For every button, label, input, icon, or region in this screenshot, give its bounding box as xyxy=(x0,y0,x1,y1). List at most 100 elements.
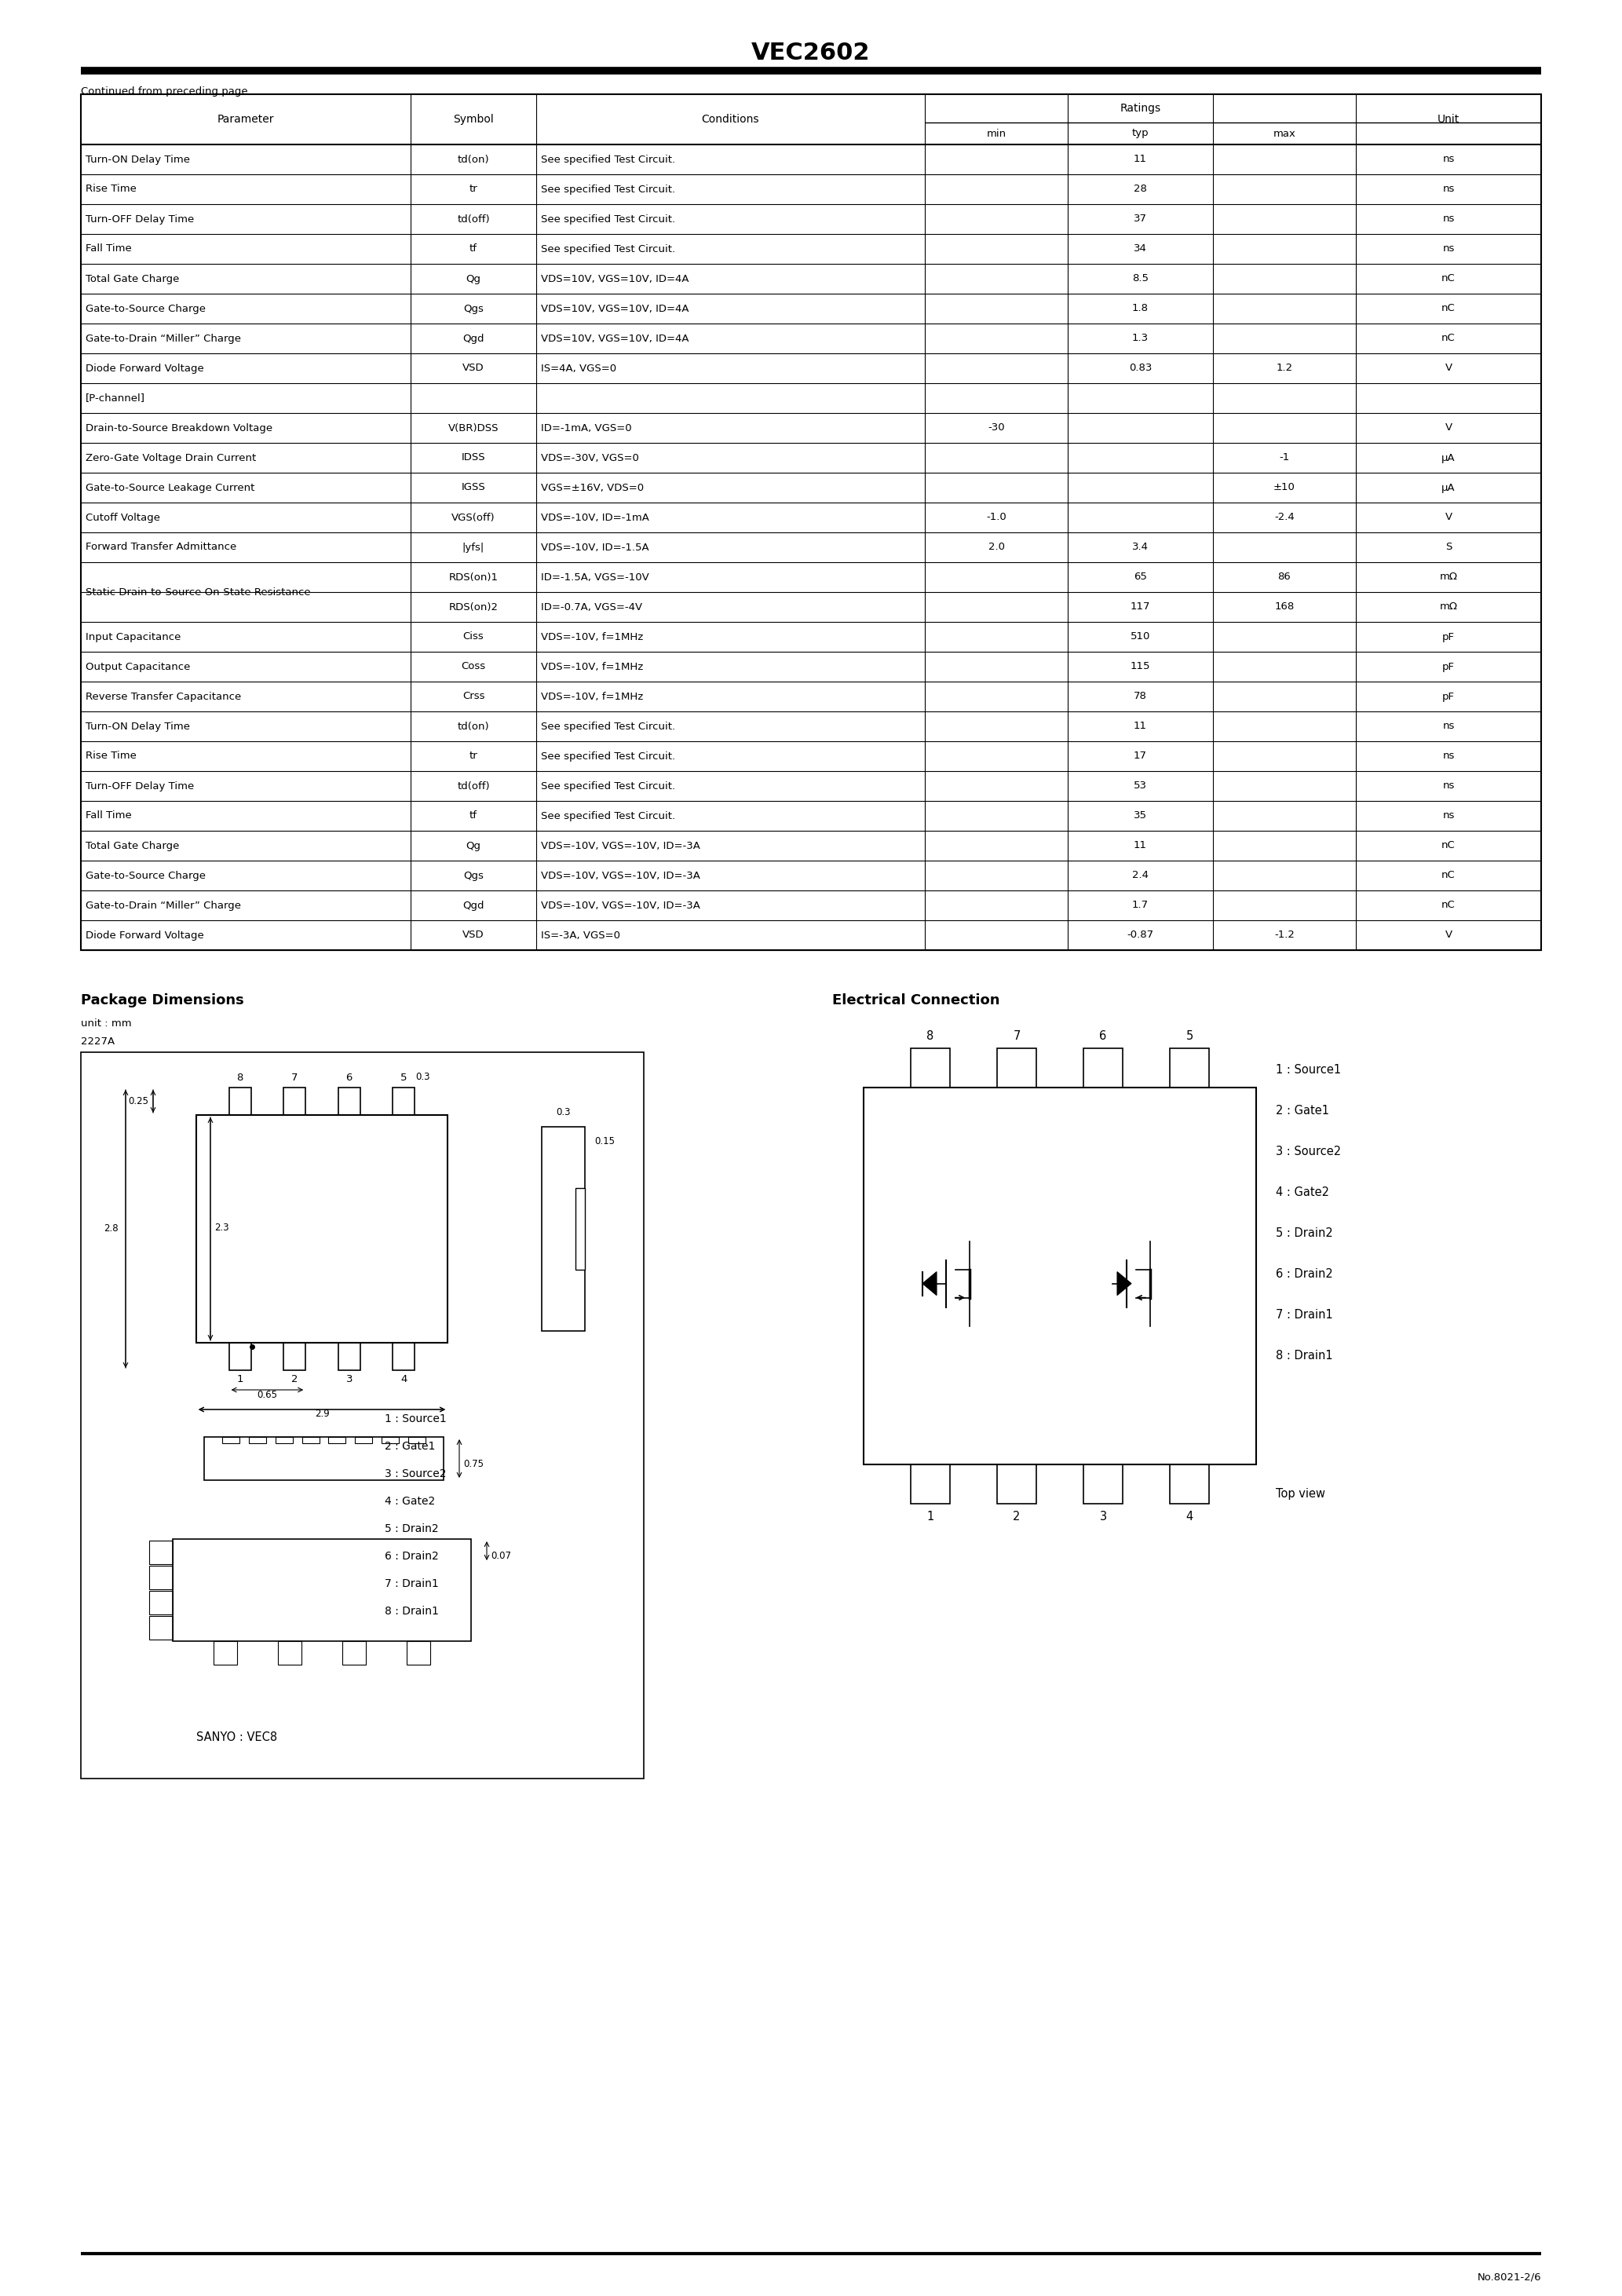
Text: Gate-to-Drain “Miller” Charge: Gate-to-Drain “Miller” Charge xyxy=(86,900,242,912)
Text: μA: μA xyxy=(1442,482,1455,494)
Polygon shape xyxy=(1118,1272,1131,1295)
Bar xyxy=(910,1049,950,1088)
Text: See specified Test Circuit.: See specified Test Circuit. xyxy=(540,721,675,732)
Text: 5: 5 xyxy=(1186,1031,1194,1042)
Text: IS=4A, VGS=0: IS=4A, VGS=0 xyxy=(540,363,616,374)
Text: VDS=10V, VGS=10V, ID=4A: VDS=10V, VGS=10V, ID=4A xyxy=(540,333,689,344)
Text: Input Capacitance: Input Capacitance xyxy=(86,631,182,643)
Text: RDS(on)2: RDS(on)2 xyxy=(449,602,498,613)
Bar xyxy=(1083,1049,1122,1088)
Text: No.8021-2/6: No.8021-2/6 xyxy=(1478,2273,1541,2282)
Text: Ratings: Ratings xyxy=(1119,103,1161,115)
Text: 4 : Gate2: 4 : Gate2 xyxy=(1277,1187,1328,1199)
Text: 34: 34 xyxy=(1134,243,1147,255)
Bar xyxy=(277,1642,302,1665)
Text: -0.87: -0.87 xyxy=(1127,930,1153,941)
Text: VDS=-10V, ID=-1mA: VDS=-10V, ID=-1mA xyxy=(540,512,649,523)
Text: Qgs: Qgs xyxy=(464,303,483,315)
Text: ns: ns xyxy=(1442,810,1455,822)
Text: nC: nC xyxy=(1442,333,1455,344)
Text: Qgd: Qgd xyxy=(462,333,485,344)
Text: nC: nC xyxy=(1442,303,1455,315)
Text: Cutoff Voltage: Cutoff Voltage xyxy=(86,512,161,523)
Text: ±10: ±10 xyxy=(1273,482,1296,494)
Text: 7: 7 xyxy=(1014,1031,1020,1042)
Text: Diode Forward Voltage: Diode Forward Voltage xyxy=(86,930,204,941)
Text: mΩ: mΩ xyxy=(1439,572,1458,583)
Text: 8 : Drain1: 8 : Drain1 xyxy=(384,1605,440,1616)
Text: VGS=±16V, VDS=0: VGS=±16V, VDS=0 xyxy=(540,482,644,494)
Bar xyxy=(576,1187,586,1270)
Text: See specified Test Circuit.: See specified Test Circuit. xyxy=(540,243,675,255)
Text: Unit: Unit xyxy=(1437,115,1460,124)
Text: V: V xyxy=(1445,363,1452,374)
Bar xyxy=(196,1116,448,1343)
Bar xyxy=(409,1437,425,1444)
Text: |yfs|: |yfs| xyxy=(462,542,485,553)
Text: 1 : Source1: 1 : Source1 xyxy=(1277,1063,1341,1077)
Text: 1: 1 xyxy=(237,1375,243,1384)
Bar xyxy=(149,1566,172,1589)
Text: 2: 2 xyxy=(292,1375,298,1384)
Text: Turn-ON Delay Time: Turn-ON Delay Time xyxy=(86,721,190,732)
Text: 11: 11 xyxy=(1134,154,1147,165)
Text: Drain-to-Source Breakdown Voltage: Drain-to-Source Breakdown Voltage xyxy=(86,422,272,434)
Text: nC: nC xyxy=(1442,840,1455,852)
Text: 53: 53 xyxy=(1134,781,1147,792)
Text: V: V xyxy=(1445,930,1452,941)
Text: nC: nC xyxy=(1442,900,1455,912)
Text: tf: tf xyxy=(469,810,477,822)
Text: Fall Time: Fall Time xyxy=(86,243,131,255)
Text: 2: 2 xyxy=(1014,1511,1020,1522)
Text: 1.8: 1.8 xyxy=(1132,303,1148,315)
Text: 0.25: 0.25 xyxy=(128,1095,148,1107)
Text: Turn-OFF Delay Time: Turn-OFF Delay Time xyxy=(86,214,195,225)
Bar xyxy=(229,1343,251,1371)
Text: -30: -30 xyxy=(988,422,1004,434)
Text: ns: ns xyxy=(1442,751,1455,762)
Bar xyxy=(910,1465,950,1504)
Bar xyxy=(342,1642,367,1665)
Bar xyxy=(229,1088,251,1116)
Text: Crss: Crss xyxy=(462,691,485,703)
Text: tf: tf xyxy=(469,243,477,255)
Text: 6: 6 xyxy=(1100,1031,1106,1042)
Bar xyxy=(302,1437,320,1444)
Text: 1.2: 1.2 xyxy=(1277,363,1293,374)
Text: tr: tr xyxy=(469,751,477,762)
Text: 7 : Drain1: 7 : Drain1 xyxy=(384,1577,438,1589)
Text: ID=-0.7A, VGS=-4V: ID=-0.7A, VGS=-4V xyxy=(540,602,642,613)
Text: 5: 5 xyxy=(401,1072,407,1084)
Bar xyxy=(339,1343,360,1371)
Text: VDS=-10V, VGS=-10V, ID=-3A: VDS=-10V, VGS=-10V, ID=-3A xyxy=(540,870,701,882)
Bar xyxy=(149,1541,172,1564)
Text: VDS=-10V, VGS=-10V, ID=-3A: VDS=-10V, VGS=-10V, ID=-3A xyxy=(540,840,701,852)
Text: -2.4: -2.4 xyxy=(1275,512,1294,523)
Text: 0.65: 0.65 xyxy=(256,1389,277,1401)
Text: Forward Transfer Admittance: Forward Transfer Admittance xyxy=(86,542,237,553)
Text: Parameter: Parameter xyxy=(217,115,274,124)
Text: Symbol: Symbol xyxy=(453,115,493,124)
Text: 8: 8 xyxy=(926,1031,934,1042)
Text: unit : mm: unit : mm xyxy=(81,1019,131,1029)
Text: See specified Test Circuit.: See specified Test Circuit. xyxy=(540,781,675,792)
Text: -1: -1 xyxy=(1280,452,1289,464)
Bar xyxy=(276,1437,292,1444)
Text: V(BR)DSS: V(BR)DSS xyxy=(448,422,498,434)
Bar xyxy=(393,1343,415,1371)
Text: 2.4: 2.4 xyxy=(1132,870,1148,882)
Bar xyxy=(393,1088,415,1116)
Text: nC: nC xyxy=(1442,273,1455,285)
Text: [P-channel]: [P-channel] xyxy=(86,393,146,404)
Text: 2.0: 2.0 xyxy=(988,542,1004,553)
Text: IS=-3A, VGS=0: IS=-3A, VGS=0 xyxy=(540,930,620,941)
Text: 3.4: 3.4 xyxy=(1132,542,1148,553)
Text: td(off): td(off) xyxy=(457,214,490,225)
Text: 17: 17 xyxy=(1134,751,1147,762)
Text: td(on): td(on) xyxy=(457,154,490,165)
Text: 2 : Gate1: 2 : Gate1 xyxy=(384,1442,435,1451)
Text: Gate-to-Source Charge: Gate-to-Source Charge xyxy=(86,870,206,882)
Text: pF: pF xyxy=(1442,631,1455,643)
Text: 78: 78 xyxy=(1134,691,1147,703)
Text: VDS=-30V, VGS=0: VDS=-30V, VGS=0 xyxy=(540,452,639,464)
